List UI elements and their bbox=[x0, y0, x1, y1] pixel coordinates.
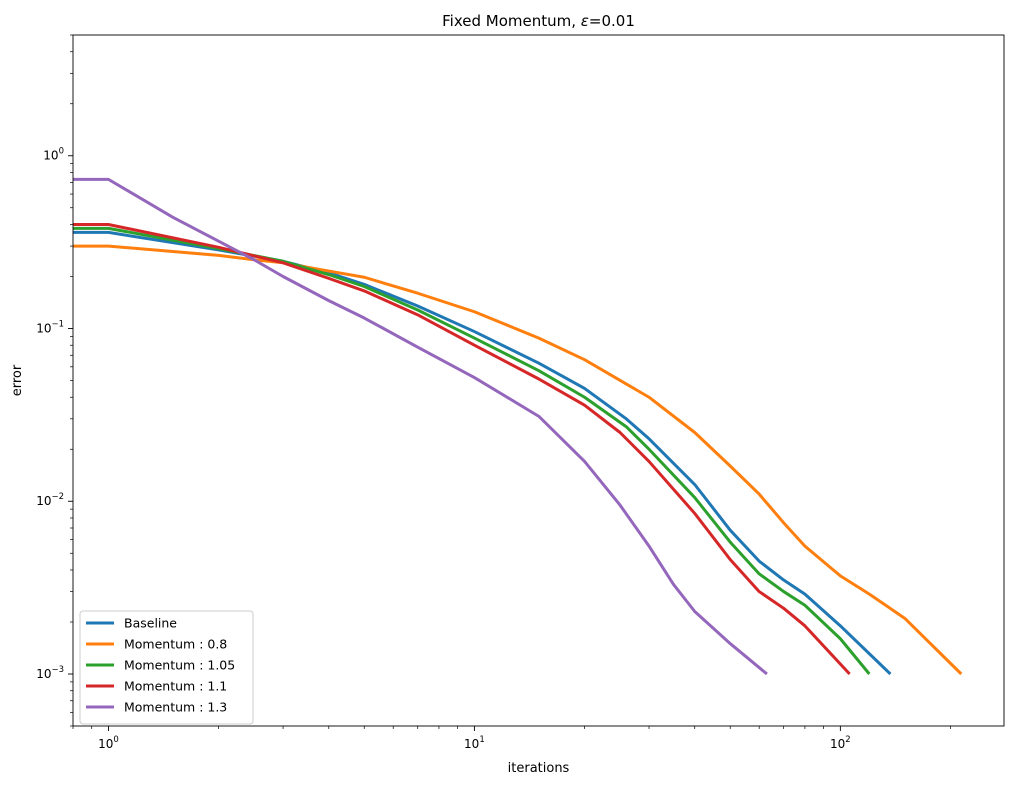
x-axis-label: iterations bbox=[508, 761, 570, 776]
y-tick-label-3: 100 bbox=[43, 147, 64, 163]
x-tick-label-0: 100 bbox=[98, 735, 119, 751]
legend-label-2: Momentum : 1.05 bbox=[124, 658, 235, 673]
x-tick-label-1: 101 bbox=[464, 735, 485, 751]
legend-label-3: Momentum : 1.1 bbox=[124, 679, 227, 694]
legend: Baseline Momentum : 0.8 Momentum : 1.05 Mom… bbox=[79, 610, 254, 725]
y-tick-label-0: 10−3 bbox=[36, 665, 64, 681]
series-line-0 bbox=[73, 230, 892, 676]
series-line-1 bbox=[73, 244, 963, 676]
series-line-4 bbox=[73, 177, 768, 676]
chart-title-suffix: =0.01 bbox=[589, 12, 635, 30]
chart-title-main: Fixed Momentum, bbox=[442, 12, 581, 30]
y-tick-label-2: 10−1 bbox=[36, 319, 64, 335]
x-tick-label-2: 102 bbox=[830, 735, 851, 751]
series-line-2 bbox=[73, 226, 871, 675]
legend-box bbox=[79, 610, 254, 725]
chart-title-symbol: ε bbox=[581, 12, 589, 30]
y-axis-label: error bbox=[10, 364, 25, 396]
series-line-3 bbox=[73, 222, 851, 676]
chart-title: Fixed Momentum, ε=0.01 bbox=[442, 12, 635, 30]
y-tick-label-1: 10−2 bbox=[36, 492, 64, 508]
ticks-layer: 100 101 102 10−3 10−2 10−1 100 bbox=[36, 34, 951, 751]
legend-label-4: Momentum : 1.3 bbox=[124, 700, 227, 715]
legend-label-0: Baseline bbox=[124, 616, 177, 631]
series-layer bbox=[73, 177, 963, 676]
legend-label-1: Momentum : 0.8 bbox=[124, 637, 227, 652]
